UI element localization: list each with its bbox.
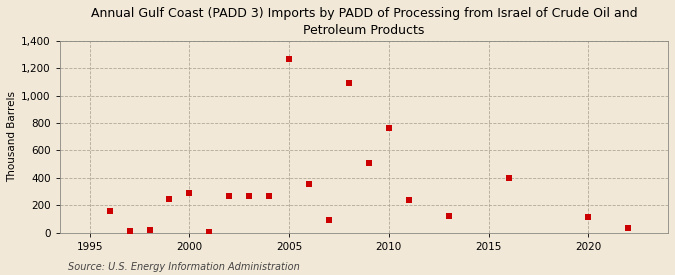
Point [144,228,155,233]
Point [184,191,195,195]
Point [443,214,454,218]
Y-axis label: Thousand Barrels: Thousand Barrels [7,91,17,182]
Point [404,198,414,203]
Point [503,175,514,180]
Point [344,81,354,86]
Point [583,215,594,220]
Point [204,230,215,234]
Point [383,126,394,130]
Point [244,194,254,199]
Point [304,182,315,186]
Point [284,56,294,61]
Point [364,161,375,166]
Point [623,226,634,231]
Title: Annual Gulf Coast (PADD 3) Imports by PADD of Processing from Israel of Crude Oi: Annual Gulf Coast (PADD 3) Imports by PA… [90,7,637,37]
Point [104,208,115,213]
Point [264,194,275,199]
Point [164,197,175,201]
Point [124,229,135,233]
Text: Source: U.S. Energy Information Administration: Source: U.S. Energy Information Administ… [68,262,299,272]
Point [224,194,235,199]
Point [323,218,334,222]
